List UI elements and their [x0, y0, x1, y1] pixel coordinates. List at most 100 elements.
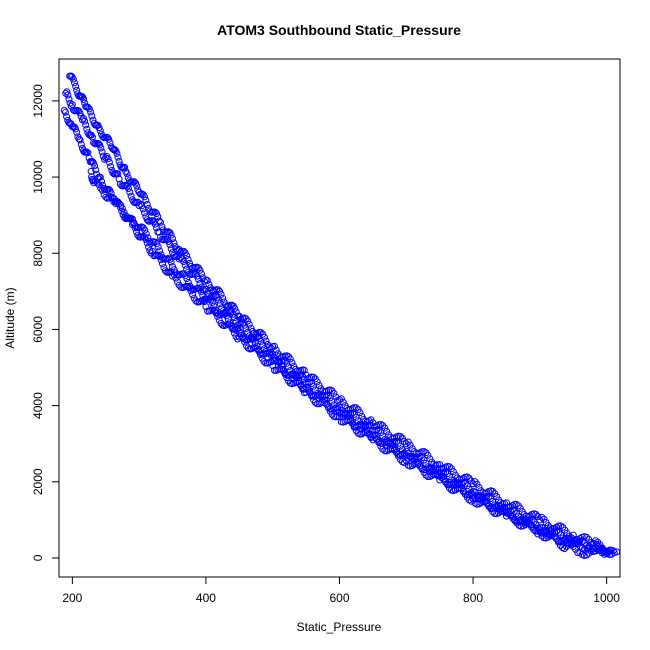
- scatter-point: [84, 149, 92, 157]
- scatter-point: [375, 427, 383, 435]
- scatter-point: [203, 277, 211, 284]
- scatter-point: [114, 170, 122, 178]
- x-tick-label: 400: [196, 591, 216, 605]
- scatter-point: [248, 335, 256, 343]
- scatter-point: [226, 319, 234, 327]
- y-tick-label: 6000: [31, 316, 45, 343]
- scatter-point: [428, 464, 436, 472]
- y-tick-label: 4000: [31, 392, 45, 419]
- scatter-point: [96, 127, 104, 135]
- scatter-point: [300, 385, 308, 393]
- scatter-point: [130, 198, 138, 206]
- scatter-point: [290, 370, 298, 378]
- scatter-point: [73, 128, 81, 136]
- x-tick-label: 200: [62, 591, 82, 605]
- scatter-point: [410, 453, 418, 461]
- scatter-point: [111, 146, 119, 154]
- scatter-point: [87, 108, 95, 116]
- scatter-point: [385, 437, 393, 445]
- scatter-point: [230, 329, 238, 337]
- scatter-point: [265, 349, 273, 357]
- scatter-point: [64, 91, 72, 99]
- scatter-point: [97, 144, 105, 152]
- x-axis: 200 400 600 800 1000: [62, 576, 620, 605]
- scatter-point: [438, 474, 446, 482]
- scatter-point: [85, 105, 93, 113]
- scatter-point: [96, 173, 104, 181]
- scatter-point: [174, 278, 181, 286]
- scatter-point: [183, 275, 191, 283]
- scatter-point: [457, 484, 465, 492]
- scatter-point: [235, 327, 243, 335]
- scatter-point: [210, 302, 218, 310]
- scatter-point: [142, 230, 150, 238]
- y-axis: 0 2000 4000 6000 8000 10000 12000: [31, 84, 60, 561]
- scatter-point: [69, 75, 77, 83]
- scatter-point: [302, 383, 310, 391]
- scatter-point: [300, 366, 308, 374]
- scatter-point: [154, 213, 162, 221]
- scatter-point: [114, 153, 122, 161]
- scatter-point: [317, 391, 325, 399]
- scatter-point: [83, 148, 91, 156]
- scatter-point: [239, 319, 247, 327]
- scatter-point: [396, 433, 404, 440]
- scatter-point: [561, 545, 568, 553]
- scatter-point: [98, 148, 106, 156]
- scatter-point: [127, 192, 135, 200]
- scatter-point: [406, 441, 414, 449]
- scatter-point: [565, 534, 573, 542]
- scatter-point: [371, 431, 379, 439]
- scatter-point: [572, 537, 579, 545]
- scatter-point: [106, 139, 114, 147]
- scatter-point: [532, 527, 540, 535]
- scatter-point: [426, 464, 434, 472]
- scatter-point: [180, 270, 188, 278]
- scatter-point: [503, 499, 510, 507]
- scatter-point: [92, 166, 100, 174]
- scatter-point: [253, 342, 261, 350]
- scatter-point: [345, 413, 353, 421]
- scatter-point: [167, 231, 175, 239]
- scatter-point: [603, 547, 611, 555]
- scatter-point: [424, 473, 432, 481]
- scatter-point: [360, 421, 368, 429]
- scatter-point: [310, 373, 317, 381]
- x-tick-label: 600: [329, 591, 349, 605]
- scatter-point: [81, 99, 89, 107]
- scatter-point: [242, 325, 250, 332]
- scatter-point: [129, 215, 136, 223]
- scatter-point: [592, 540, 600, 548]
- scatter-point: [138, 202, 146, 210]
- scatter-point: [97, 184, 105, 192]
- scatter-point: [166, 241, 174, 249]
- scatter-point: [534, 513, 542, 520]
- scatter-point: [383, 438, 391, 445]
- scatter-point: [432, 468, 440, 476]
- scatter-point: [181, 261, 189, 269]
- scatter-point: [304, 385, 312, 393]
- scatter-point: [123, 170, 131, 178]
- x-tick-label: 800: [463, 591, 483, 605]
- scatter-point: [477, 492, 485, 500]
- scatter-point: [267, 351, 275, 359]
- scatter-point: [469, 480, 477, 488]
- scatter-point: [334, 404, 342, 412]
- scatter-point: [339, 398, 347, 406]
- scatter-point: [256, 349, 264, 357]
- scatter-point: [473, 480, 481, 488]
- scatter-point: [184, 279, 192, 286]
- scatter-point: [475, 500, 483, 508]
- scatter-point: [606, 546, 614, 554]
- scatter-point: [295, 378, 303, 385]
- scatter-point: [379, 432, 387, 440]
- scatter-point: [420, 448, 428, 455]
- scatter-point: [449, 468, 457, 476]
- scatter-point: [288, 359, 296, 367]
- scatter-point: [396, 442, 404, 450]
- scatter-point: [72, 125, 80, 133]
- scatter-point: [88, 112, 96, 120]
- scatter-point: [156, 247, 164, 255]
- scatter-point: [62, 89, 70, 97]
- scatter-point: [91, 162, 99, 170]
